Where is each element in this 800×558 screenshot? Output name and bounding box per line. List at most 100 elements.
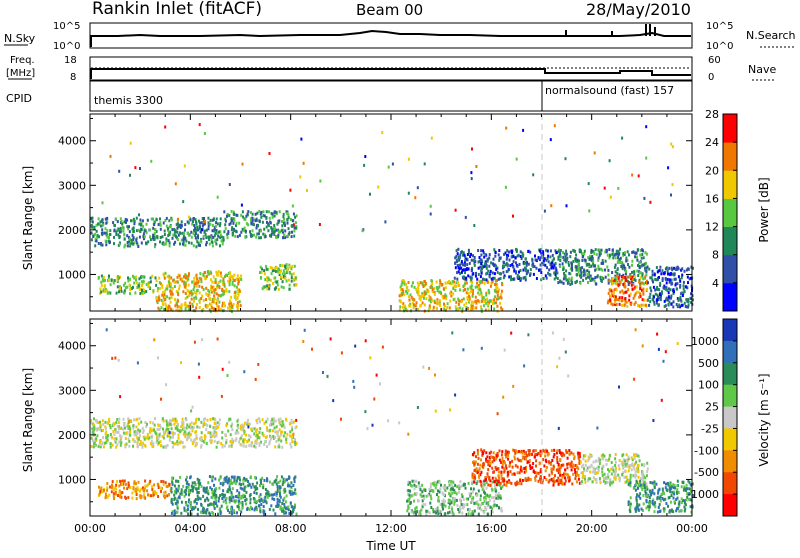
- velocity-echo-cell: [413, 480, 415, 483]
- power-sparse-echo: [408, 192, 410, 195]
- velocity-echo-cell: [462, 506, 464, 509]
- power-echo-cell: [192, 220, 194, 223]
- power-echo-cell: [215, 225, 217, 228]
- power-echo-cell: [271, 272, 273, 275]
- velocity-echo-cell: [211, 479, 213, 482]
- velocity-echo-cell: [178, 487, 180, 490]
- velocity-echo-cell: [265, 436, 267, 439]
- power-echo-cell: [628, 253, 630, 256]
- power-echo-cell: [625, 270, 627, 273]
- velocity-echo-cell: [135, 425, 137, 428]
- power-echo-cell: [282, 280, 284, 283]
- power-echo-cell: [124, 289, 126, 292]
- velocity-echo-cell: [199, 426, 201, 429]
- velocity-echo-cell: [171, 512, 173, 515]
- power-echo-cell: [266, 216, 268, 219]
- velocity-echo-cell: [256, 487, 258, 490]
- velocity-echo-cell: [282, 507, 284, 510]
- power-echo-cell: [479, 288, 481, 291]
- velocity-echo-cell: [418, 500, 420, 503]
- power-echo-cell: [223, 277, 225, 280]
- power-echo-cell: [215, 281, 217, 284]
- power-echo-cell: [644, 267, 646, 270]
- power-echo-cell: [486, 278, 488, 281]
- power-echo-cell: [485, 294, 487, 297]
- power-echo-cell: [642, 288, 644, 291]
- power-echo-cell: [109, 229, 111, 232]
- velocity-echo-cell: [168, 493, 170, 496]
- velocity-echo-cell: [240, 510, 242, 513]
- power-echo-cell: [532, 262, 534, 265]
- velocity-echo-cell: [528, 452, 530, 455]
- velocity-echo-cell: [166, 428, 168, 431]
- velocity-echo-cell: [158, 486, 160, 489]
- velocity-echo-cell: [290, 486, 292, 489]
- power-sparse-echo: [414, 196, 416, 199]
- power-echo-cell: [417, 286, 419, 289]
- velocity-echo-cell: [255, 506, 257, 509]
- power-echo-cell: [127, 276, 129, 279]
- velocity-echo-cell: [289, 422, 291, 425]
- velocity-echo-cell: [111, 490, 113, 493]
- velocity-echo-cell: [108, 418, 110, 421]
- velocity-echo-cell: [221, 497, 223, 500]
- power-echo-cell: [251, 222, 253, 225]
- power-echo-cell: [203, 274, 205, 277]
- velocity-echo-cell: [519, 471, 521, 474]
- power-echo-cell: [117, 285, 119, 288]
- power-echo-cell: [635, 279, 637, 282]
- power-echo-cell: [629, 281, 631, 284]
- velocity-echo-cell: [517, 471, 519, 474]
- velocity-echo-cell: [153, 429, 155, 432]
- power-echo-cell: [626, 305, 628, 308]
- velocity-echo-cell: [104, 421, 106, 424]
- power-echo-cell: [624, 286, 626, 289]
- power-echo-cell: [615, 256, 617, 259]
- velocity-echo-cell: [241, 428, 243, 431]
- power-echo-cell: [245, 215, 247, 218]
- power-echo-cell: [486, 298, 488, 301]
- power-echo-cell: [253, 234, 255, 237]
- velocity-echo-cell: [254, 508, 256, 511]
- power-echo-cell: [260, 266, 262, 269]
- power-sparse-echo: [672, 183, 674, 186]
- power-sparse-echo: [184, 165, 186, 168]
- velocity-echo-cell: [197, 478, 199, 481]
- velocity-echo-cell: [93, 423, 95, 426]
- velocity-echo-cell: [149, 421, 151, 424]
- power-echo-cell: [607, 269, 609, 272]
- velocity-echo-cell: [513, 449, 515, 452]
- power-echo-cell: [115, 231, 117, 234]
- power-echo-cell: [106, 232, 108, 235]
- velocity-echo-cell: [262, 484, 264, 487]
- velocity-echo-cell: [208, 431, 210, 434]
- power-echo-cell: [652, 270, 654, 273]
- power-echo-cell: [668, 304, 670, 307]
- power-echo-cell: [625, 257, 627, 260]
- power-echo-cell: [647, 299, 649, 302]
- power-echo-cell: [490, 285, 492, 288]
- power-echo-cell: [195, 292, 197, 295]
- power-echo-cell: [113, 282, 115, 285]
- power-echo-cell: [501, 283, 503, 286]
- velocity-echo-cell: [260, 503, 262, 506]
- power-echo-cell: [190, 231, 192, 234]
- velocity-echo-cell: [437, 506, 439, 509]
- nsearch-tick-bottom: 10^0: [706, 41, 733, 52]
- power-echo-cell: [476, 278, 478, 281]
- power-echo-cell: [646, 288, 648, 291]
- velocity-echo-cell: [272, 494, 274, 497]
- power-sparse-echo: [544, 210, 546, 213]
- velocity-echo-cell: [493, 496, 495, 499]
- velocity-echo-cell: [437, 489, 439, 492]
- power-echo-cell: [164, 277, 166, 280]
- power-echo-cell: [458, 303, 460, 306]
- power-echo-cell: [508, 251, 510, 254]
- velocity-echo-cell: [115, 446, 117, 449]
- velocity-echo-cell: [289, 435, 291, 438]
- power-echo-cell: [480, 254, 482, 257]
- power-echo-cell: [641, 253, 643, 256]
- velocity-echo-cell: [573, 453, 575, 456]
- power-echo-cell: [452, 280, 454, 283]
